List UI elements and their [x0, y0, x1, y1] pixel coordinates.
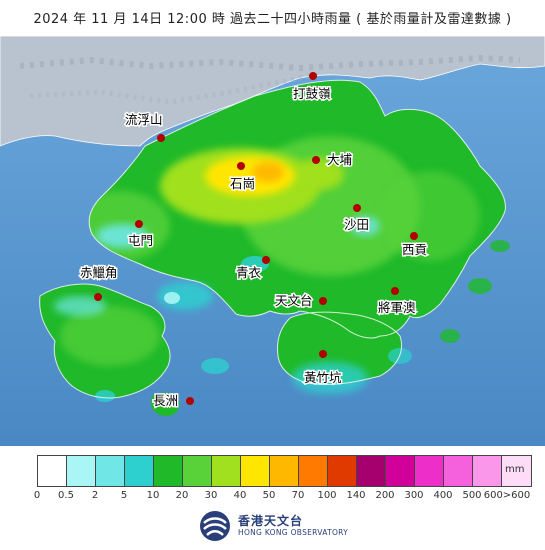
rainfall-bands: [54, 136, 480, 366]
legend-ticks: 0 0.5 2 5 10 20 30 40 50 70 100 140 200 300 400 500 600>…: [0, 490, 545, 504]
hko-logo: 香港天文台 HONG KONG OBSERVATORY: [198, 509, 358, 543]
legend-tick-label: 200: [375, 490, 395, 501]
place-label-wong-chuk-hang: 黃竹坑: [304, 370, 342, 385]
logo-name-cn: 香港天文台: [238, 514, 304, 528]
station-marker-shek-kong: [237, 162, 245, 170]
legend-tick-label: 140: [346, 490, 366, 501]
china-urban-texture: [19, 54, 521, 72]
place-label-sai-kung: 西貢: [402, 242, 427, 257]
legend-swatch: [154, 456, 183, 486]
legend-tick-label: 70: [291, 490, 305, 501]
coastlines: [39, 79, 506, 399]
legend-swatch: [328, 456, 357, 486]
place-label-observatory: 天文台: [275, 293, 313, 308]
legend-tick-label: 40: [233, 490, 247, 501]
legend-unit: mm: [505, 464, 525, 475]
legend-swatch: [502, 456, 531, 486]
station-layer: 打鼓嶺 流浮山 大埔 石崗 屯門 沙田 西貢 青衣 赤鱲角 天文台 將軍澳 黃竹…: [79, 72, 429, 410]
station-marker-tseung-kwan-o: [391, 287, 399, 295]
legend-tick-label: 2: [91, 490, 99, 501]
station-marker-cheung-chau: [186, 397, 194, 405]
place-label-lau-fau-shan: 流浮山: [125, 112, 163, 127]
legend-swatch: [386, 456, 415, 486]
legend-swatch: [67, 456, 96, 486]
hko-logo-icon: [200, 511, 230, 541]
station-marker-chek-lap-kok: [94, 293, 102, 301]
map-title: 2024 年 11 月 14日 12:00 時 過去二十四小時雨量 ( 基於雨量…: [33, 12, 512, 27]
legend-tick-label: 30: [204, 490, 218, 501]
legend-tick-label: 600>600: [483, 490, 531, 501]
place-label-shek-kong: 石崗: [230, 176, 255, 191]
logo-name-en: HONG KONG OBSERVATORY: [238, 528, 349, 537]
place-label-ta-kwu-ling: 打鼓嶺: [293, 86, 331, 101]
legend-swatch: [473, 456, 502, 486]
legend-swatch: [299, 456, 328, 486]
station-marker-observatory: [319, 297, 327, 305]
place-label-tuen-mun: 屯門: [128, 233, 153, 248]
legend-tick-label: 50: [262, 490, 276, 501]
legend-tick-label: 20: [175, 490, 189, 501]
station-marker-sai-kung: [410, 232, 418, 240]
rainfall-legend: [37, 455, 532, 487]
legend-swatch: [415, 456, 444, 486]
station-marker-lau-fau-shan: [157, 134, 165, 142]
legend-swatch: [270, 456, 299, 486]
place-label-tai-po: 大埔: [327, 152, 353, 167]
legend-swatch: [241, 456, 270, 486]
legend-tick-label: 500: [462, 490, 482, 501]
place-label-sha-tin: 沙田: [344, 217, 369, 232]
legend-tick-label: 10: [146, 490, 160, 501]
place-label-tsing-yi: 青衣: [236, 265, 262, 280]
mainland-china: [0, 36, 545, 147]
legend-tick-label: 5: [120, 490, 128, 501]
legend-tick-label: 400: [433, 490, 453, 501]
station-marker-sha-tin: [353, 204, 361, 212]
legend-swatch: [183, 456, 212, 486]
legend-tick-label: 0.5: [58, 490, 74, 501]
place-label-chek-lap-kok: 赤鱲角: [80, 265, 118, 280]
legend-swatch: [444, 456, 473, 486]
station-marker-tuen-mun: [135, 220, 143, 228]
legend-swatch: [357, 456, 386, 486]
legend-swatch: [38, 456, 67, 486]
legend-swatch: [125, 456, 154, 486]
station-marker-tai-po: [312, 156, 320, 164]
legend-tick-label: 100: [317, 490, 337, 501]
station-marker-ta-kwu-ling: [309, 72, 317, 80]
legend-swatch: [96, 456, 125, 486]
place-label-tseung-kwan-o: 將軍澳: [378, 300, 416, 315]
legend-swatch: [212, 456, 241, 486]
legend-tick-label: 0: [33, 490, 41, 501]
station-marker-tsing-yi: [262, 256, 270, 264]
legend-tick-label: 300: [404, 490, 424, 501]
place-label-cheung-chau: 長洲: [153, 393, 178, 408]
rainfall-map: 打鼓嶺 流浮山 大埔 石崗 屯門 沙田 西貢 青衣 赤鱲角 天文台 將軍澳 黃竹…: [0, 36, 545, 446]
station-marker-wong-chuk-hang: [319, 350, 327, 358]
